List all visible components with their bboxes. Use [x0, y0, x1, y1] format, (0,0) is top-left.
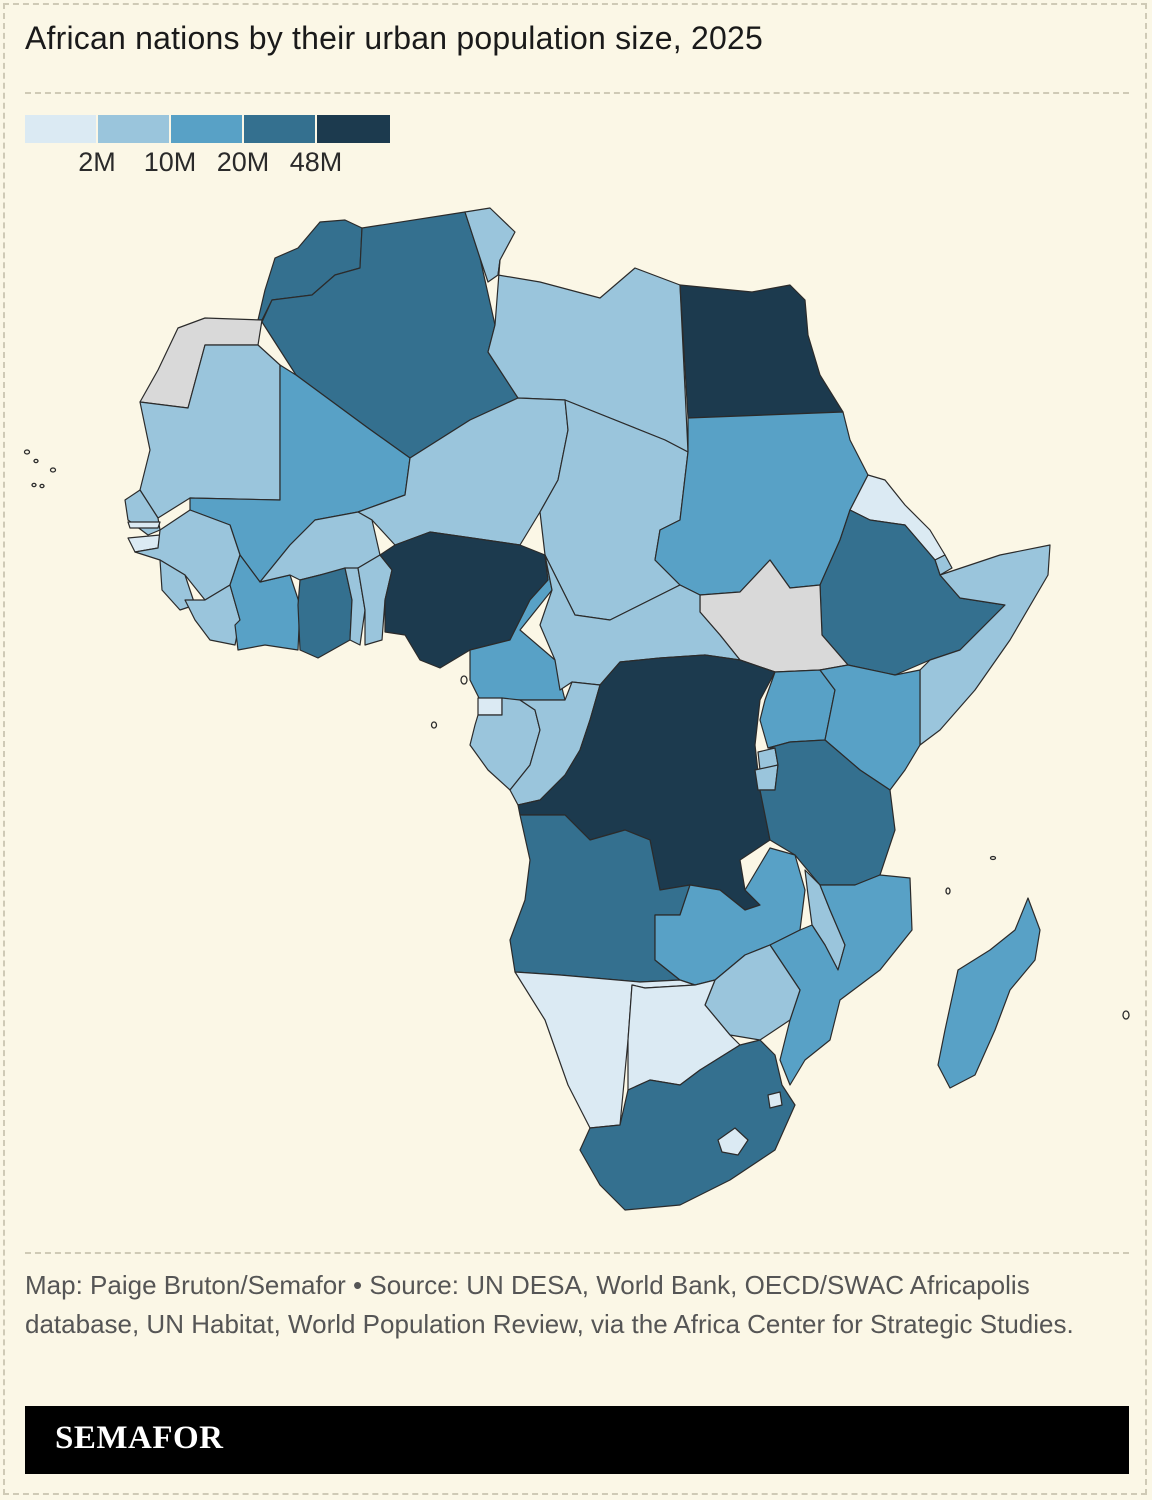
- island-mauritius: [1122, 1010, 1130, 1020]
- country-burundi: [754, 764, 779, 791]
- country-lesotho: [717, 1127, 749, 1156]
- country-sierra-leone: [159, 559, 196, 611]
- legend-swatch-1: [25, 115, 96, 143]
- country-somalia: [919, 544, 1051, 746]
- top-divider: [25, 92, 1129, 94]
- legend-tick-2m: 2M: [78, 147, 116, 177]
- island-cape-verde-5: [39, 483, 45, 489]
- country-south-africa: [579, 1039, 796, 1211]
- legend-swatch-3: [171, 115, 242, 143]
- country-eswatini: [767, 1091, 783, 1109]
- country-mozambique: [769, 874, 913, 1086]
- color-legend: 2M 10M 20M 48M: [25, 115, 395, 185]
- country-egypt: [679, 284, 844, 419]
- country-kenya: [819, 664, 921, 791]
- country-equatorial-guinea: [477, 697, 503, 716]
- africa-map: [23, 207, 1130, 1211]
- island-cape-verde-3: [49, 467, 57, 473]
- country-gambia: [127, 521, 161, 529]
- legend-swatch-4: [244, 115, 315, 143]
- country-madagascar: [937, 897, 1041, 1089]
- legend-tick-10m: 10M: [143, 147, 197, 177]
- island-bioko: [460, 675, 468, 685]
- source-credits: Map: Paige Bruton/Semafor • Source: UN D…: [25, 1270, 1074, 1339]
- island-sao-tome: [430, 721, 438, 729]
- legend-swatch-5: [317, 115, 390, 143]
- country-uganda: [759, 669, 836, 749]
- island-cape-verde-2: [33, 458, 39, 464]
- legend-tick-48m: 48M: [289, 147, 343, 177]
- island-cape-verde-4: [31, 482, 37, 488]
- island-seychelles: [989, 855, 997, 861]
- country-ghana: [297, 567, 353, 659]
- brand-bar: SEMAFOR: [25, 1406, 1129, 1474]
- island-comoros: [945, 887, 951, 895]
- semafor-logo: SEMAFOR: [55, 1420, 224, 1456]
- island-cape-verde-1: [23, 449, 31, 455]
- figure-frame: [3, 3, 1147, 1495]
- chart-title: African nations by their urban populatio…: [25, 20, 763, 56]
- legend-swatch-2: [98, 115, 169, 143]
- legend-tick-20m: 20M: [216, 147, 270, 177]
- bottom-divider: [25, 1252, 1129, 1254]
